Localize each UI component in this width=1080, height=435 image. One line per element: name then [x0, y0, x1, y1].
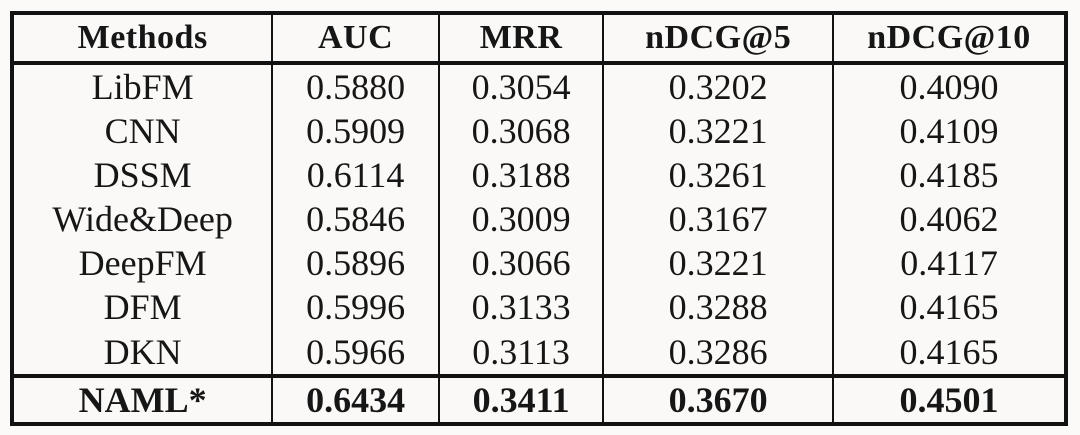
value-cell: 0.3133 — [437, 285, 605, 330]
value-cell: 0.5880 — [271, 63, 440, 110]
table-row-deepfm: DeepFM 0.5896 0.3066 0.3221 0.4117 — [10, 241, 1067, 286]
method-cell: CNN — [10, 109, 274, 154]
value-cell: 0.3009 — [437, 197, 605, 242]
value-cell: 0.3113 — [437, 329, 605, 376]
value-cell: 0.5909 — [271, 109, 440, 154]
table-row-dfm: DFM 0.5996 0.3133 0.3288 0.4165 — [10, 285, 1067, 330]
table-row-naml-: NAML* 0.6434 0.3411 0.3670 0.4501 — [10, 373, 1067, 424]
value-cell: 0.3670 — [602, 373, 835, 424]
method-cell: Wide&Deep — [10, 197, 274, 242]
table-row-dssm: DSSM 0.6114 0.3188 0.3261 0.4185 — [10, 153, 1067, 198]
value-cell: 0.5966 — [271, 329, 440, 376]
value-cell: 0.3286 — [602, 329, 835, 376]
value-cell: 0.3221 — [602, 109, 835, 154]
value-cell: 0.3066 — [437, 241, 605, 286]
value-cell: 0.4062 — [832, 197, 1067, 242]
value-cell: 0.4165 — [832, 285, 1067, 330]
table-row-cnn: CNN 0.5909 0.3068 0.3221 0.4109 — [10, 109, 1067, 154]
value-cell: 0.3288 — [602, 285, 835, 330]
value-cell: 0.3221 — [602, 241, 835, 286]
value-cell: 0.4165 — [832, 329, 1067, 376]
value-cell: 0.4090 — [832, 63, 1067, 110]
table-row-wide-deep: Wide&Deep 0.5846 0.3009 0.3167 0.4062 — [10, 197, 1067, 242]
table-row-libfm: LibFM 0.5880 0.3054 0.3202 0.4090 — [10, 63, 1067, 110]
method-cell: DKN — [10, 329, 274, 376]
value-cell: 0.4117 — [832, 241, 1067, 286]
column-header-ndcg-10: nDCG@10 — [832, 12, 1067, 65]
value-cell: 0.3261 — [602, 153, 835, 198]
column-header-auc: AUC — [271, 12, 440, 65]
value-cell: 0.5846 — [271, 197, 440, 242]
column-header-methods: Methods — [10, 12, 274, 65]
method-cell: DeepFM — [10, 241, 274, 286]
value-cell: 0.4109 — [832, 109, 1067, 154]
column-header-mrr: MRR — [437, 12, 605, 65]
value-cell: 0.6114 — [271, 153, 440, 198]
method-cell: DFM — [10, 285, 274, 330]
results-table: Methods AUC MRR nDCG@5 nDCG@10 LibFM 0.5880 0.… — [10, 11, 1068, 426]
header-row: Methods AUC MRR nDCG@5 nDCG@10 — [10, 12, 1067, 65]
value-cell: 0.4501 — [832, 373, 1067, 424]
value-cell: 0.3188 — [437, 153, 605, 198]
value-cell: 0.3068 — [437, 109, 605, 154]
method-cell: NAML* — [10, 373, 274, 424]
value-cell: 0.4185 — [832, 153, 1067, 198]
column-header-ndcg-5: nDCG@5 — [602, 12, 835, 65]
value-cell: 0.5996 — [271, 285, 440, 330]
value-cell: 0.3202 — [602, 63, 835, 110]
value-cell: 0.3167 — [602, 197, 835, 242]
table-row-dkn: DKN 0.5966 0.3113 0.3286 0.4165 — [10, 329, 1067, 376]
value-cell: 0.3054 — [437, 63, 605, 110]
value-cell: 0.3411 — [437, 373, 605, 424]
value-cell: 0.5896 — [271, 241, 440, 286]
method-cell: LibFM — [10, 63, 274, 110]
method-cell: DSSM — [10, 153, 274, 198]
value-cell: 0.6434 — [271, 373, 440, 424]
